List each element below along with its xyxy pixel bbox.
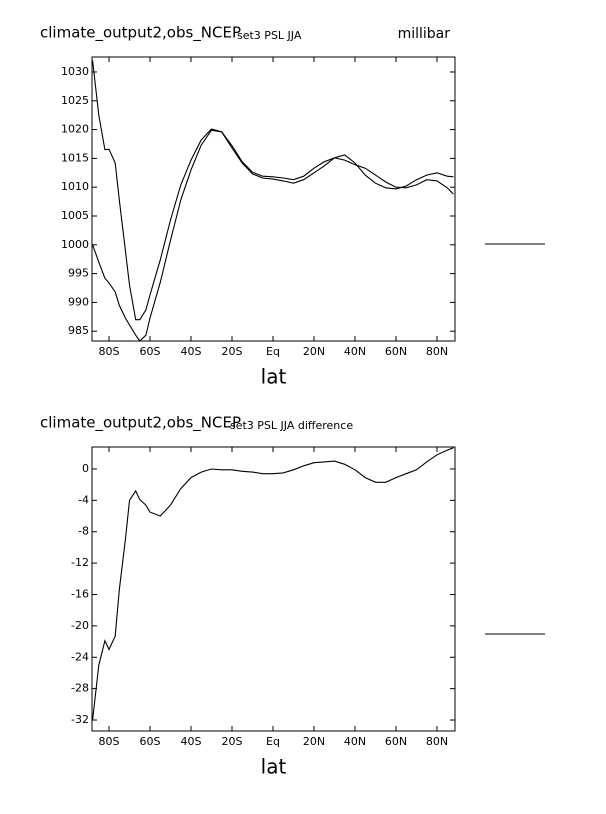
y-tick-label: 990 (68, 295, 89, 308)
x-tick-label: 80N (426, 345, 448, 358)
y-tick-label: -16 (71, 587, 89, 600)
x-tick-label: Eq (266, 735, 280, 748)
x-tick-label: 20S (222, 345, 243, 358)
chart-subtitle: set3 PSL JJA (237, 29, 302, 42)
y-tick-label: 1010 (61, 180, 89, 193)
plot-frame (91, 56, 456, 342)
y-tick-label: 995 (68, 267, 89, 280)
x-tick-label: 40S (181, 345, 202, 358)
y-tick-label: -8 (78, 525, 89, 538)
x-tick-label: 20N (303, 345, 325, 358)
y-tick-label: -28 (71, 682, 89, 695)
x-tick-label: 20N (303, 735, 325, 748)
y-tick-label: 1015 (61, 151, 89, 164)
y-tick-label: 1025 (61, 94, 89, 107)
x-tick-label: 80S (99, 345, 120, 358)
y-tick-label: 1020 (61, 123, 89, 136)
x-tick-label: 80N (426, 735, 448, 748)
x-tick-label: 40S (181, 735, 202, 748)
y-tick-label: -24 (71, 650, 89, 663)
x-tick-label: 60S (140, 735, 161, 748)
x-tick-label: 20S (222, 735, 243, 748)
y-tick-label: 0 (82, 462, 89, 475)
x-tick-label: 60N (385, 735, 407, 748)
chart-title: climate_output2,obs_NCEP (40, 24, 241, 43)
y-tick-label: -32 (71, 713, 89, 726)
y-tick-label: 1005 (61, 209, 89, 222)
x-tick-label: 40N (344, 345, 366, 358)
y-tick-label: 1000 (61, 238, 89, 251)
y-tick-label: 1030 (61, 65, 89, 78)
x-tick-label: 60N (385, 345, 407, 358)
x-axis-label: lat (261, 365, 287, 389)
series-line (92, 60, 454, 321)
units-label: millibar (398, 26, 451, 42)
series-line (92, 447, 454, 721)
y-tick-label: -20 (71, 619, 89, 632)
chart-title: climate_output2,obs_NCEP (40, 414, 241, 433)
x-tick-label: Eq (266, 345, 280, 358)
plot-frame (91, 446, 456, 732)
x-tick-label: 40N (344, 735, 366, 748)
y-tick-label: -12 (71, 556, 89, 569)
x-tick-label: 80S (99, 735, 120, 748)
x-tick-label: 60S (140, 345, 161, 358)
x-axis-label: lat (261, 755, 287, 779)
y-tick-label: 985 (68, 324, 89, 337)
y-tick-label: -4 (78, 493, 89, 506)
chart-subtitle: set3 PSL JJA difference (230, 419, 353, 432)
series-line (92, 129, 454, 342)
